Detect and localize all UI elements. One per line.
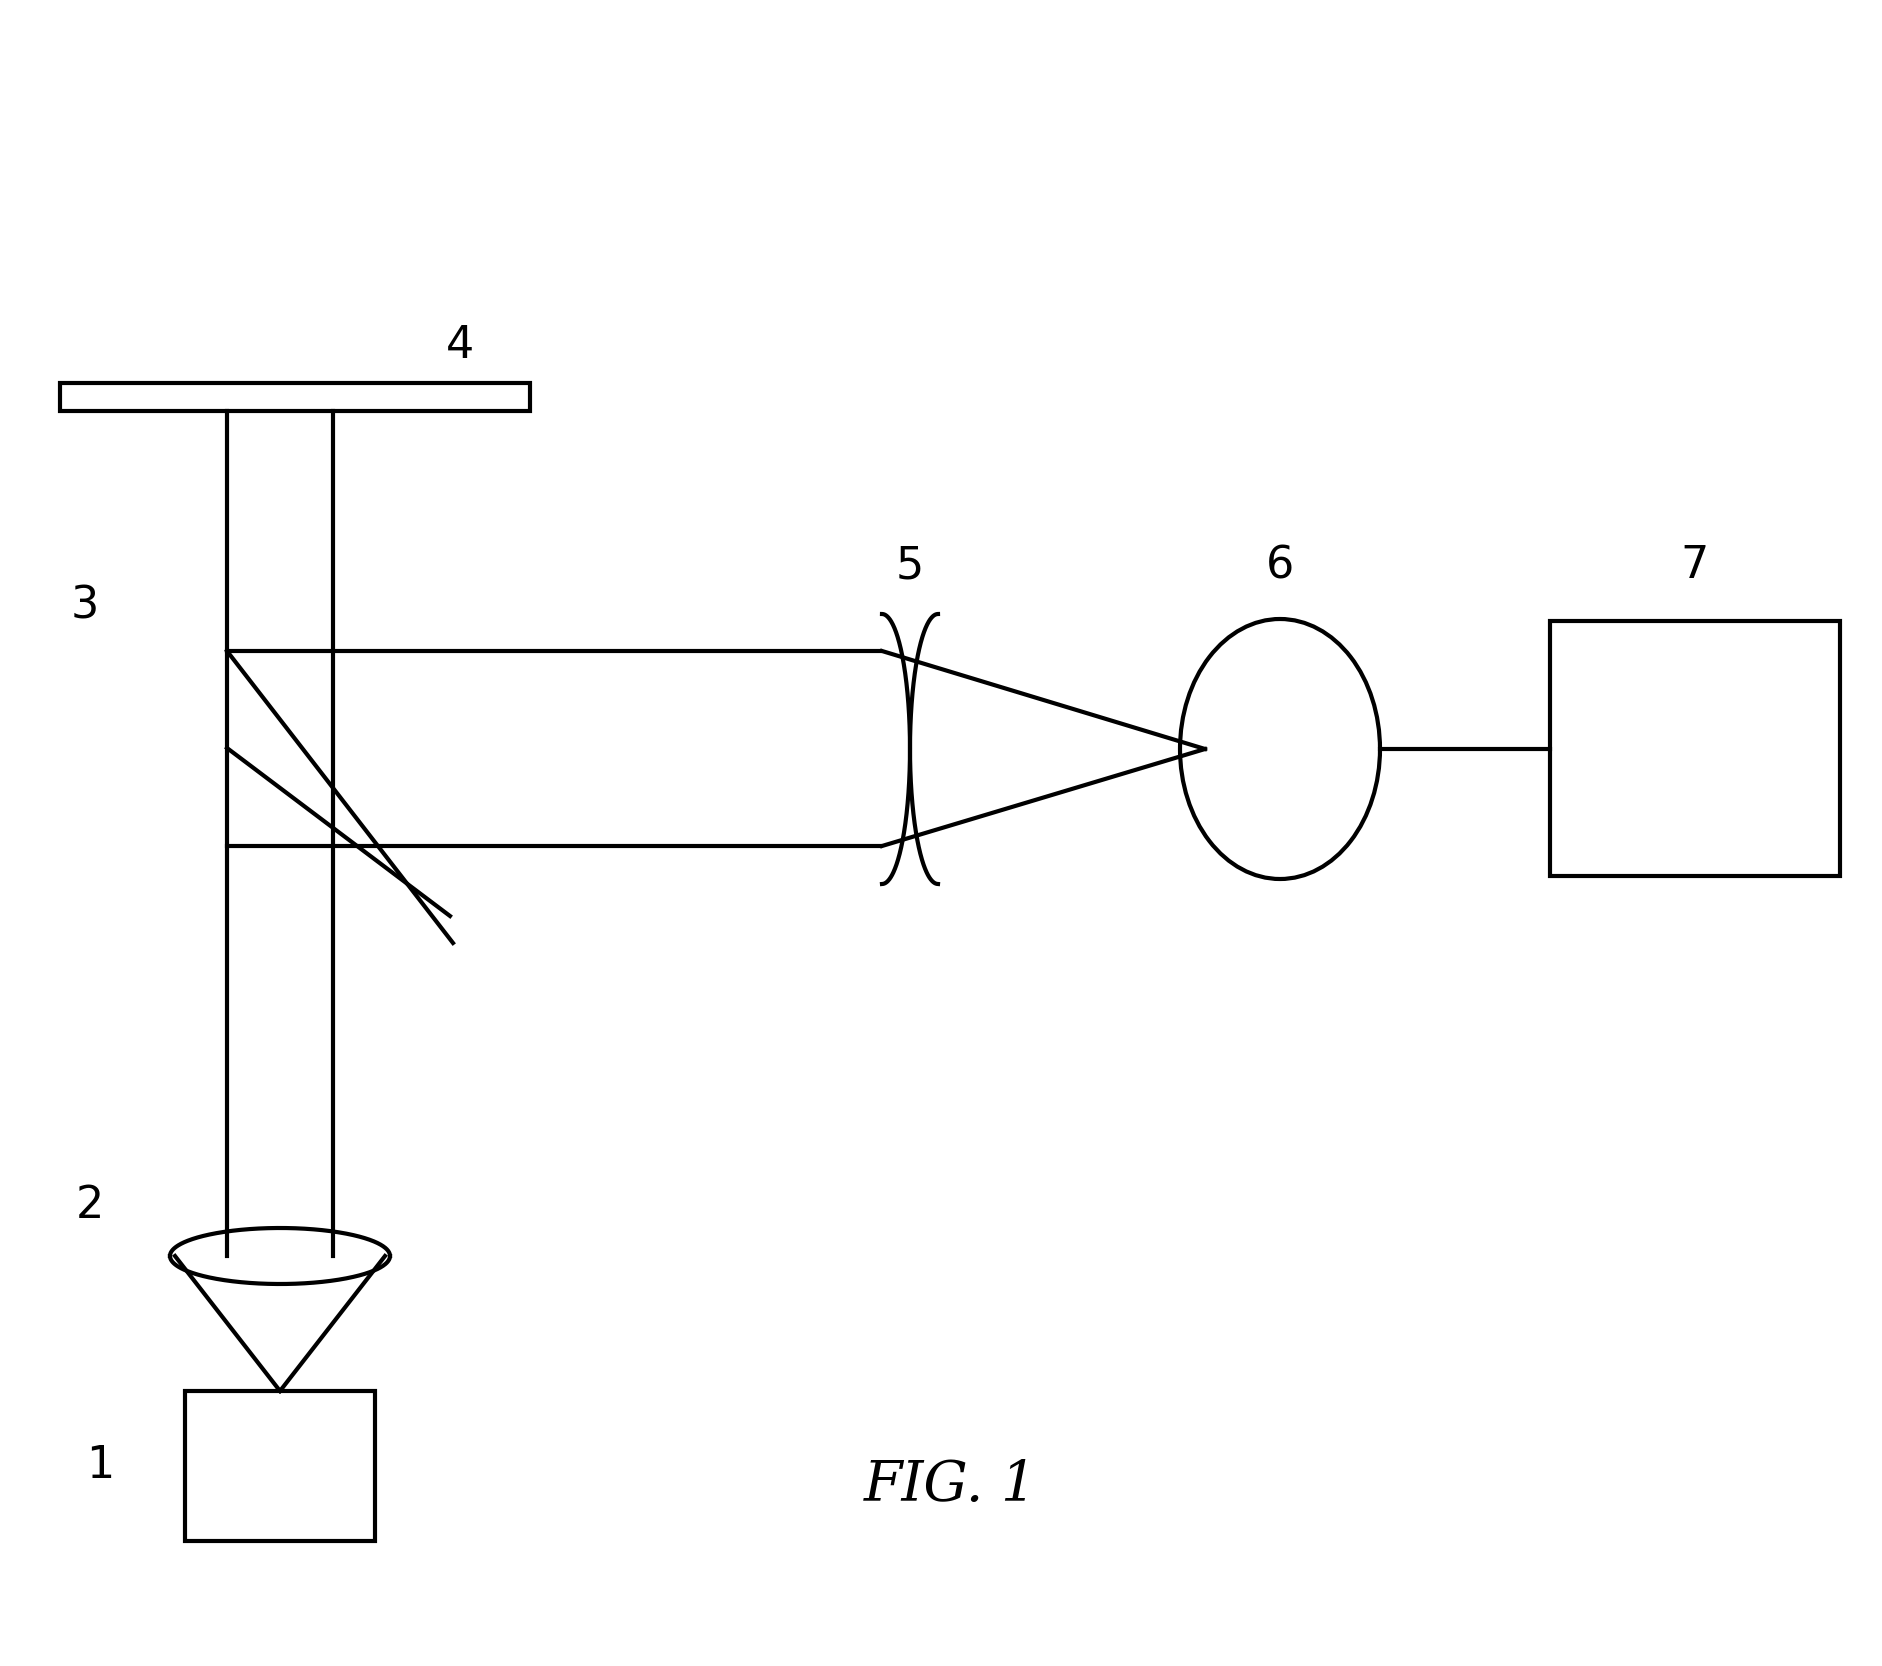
Text: 6: 6: [1265, 545, 1293, 588]
Text: 1: 1: [87, 1444, 115, 1488]
Text: FIG. 1: FIG. 1: [864, 1459, 1037, 1513]
Text: 7: 7: [1681, 545, 1709, 588]
Text: 4: 4: [446, 325, 474, 368]
Text: 3: 3: [72, 585, 100, 628]
Bar: [184, 1391, 375, 1541]
Text: 5: 5: [896, 545, 924, 588]
Bar: [1549, 621, 1839, 876]
Bar: [60, 383, 529, 412]
Text: 2: 2: [75, 1185, 104, 1228]
